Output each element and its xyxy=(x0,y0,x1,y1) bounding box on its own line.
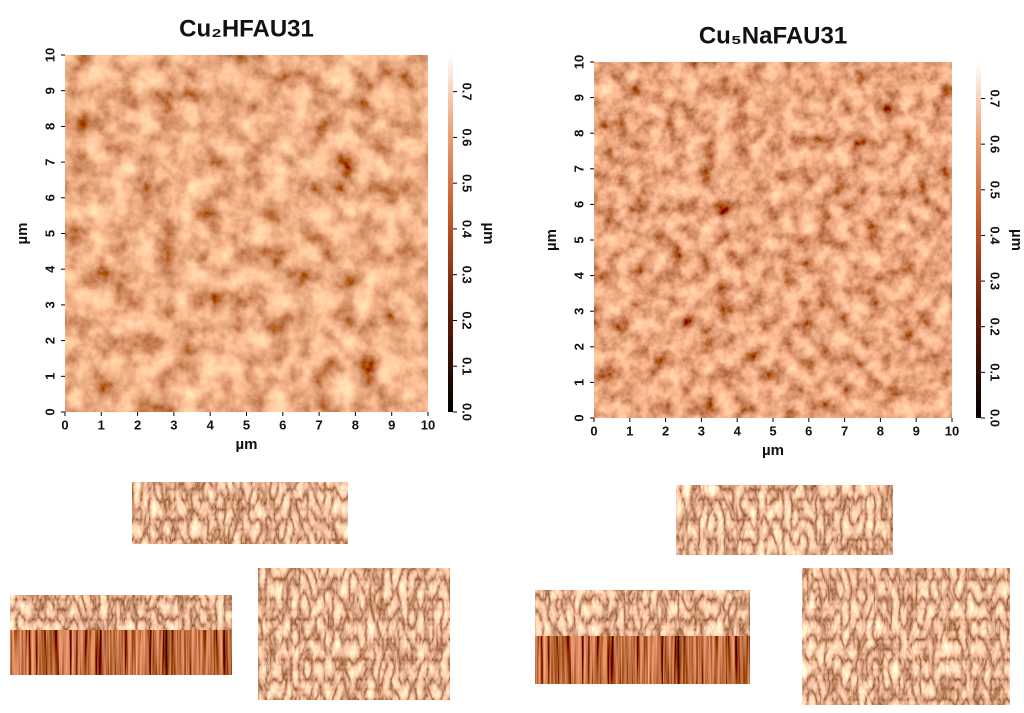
x-tick-label: 4 xyxy=(207,417,215,432)
colorbar-tick-label: 0.7 xyxy=(460,83,475,101)
y-tick-label: 7 xyxy=(571,165,586,172)
colorbar-tick-label: 0.7 xyxy=(988,89,1003,107)
y-tick-label: 4 xyxy=(571,271,586,279)
colorbar-tick-label: 0.3 xyxy=(460,266,475,284)
panel-title: Cu₅NaFAU31 xyxy=(699,22,847,49)
x-tick-label: 4 xyxy=(734,423,742,438)
y-tick-label: 2 xyxy=(571,343,586,350)
colorbar-tick-label: 0.0 xyxy=(460,403,475,421)
y-tick-label: 2 xyxy=(42,337,57,344)
panel-title: Cu₂HFAU31 xyxy=(179,15,314,42)
x-tick-label: 8 xyxy=(877,423,884,438)
colorbar xyxy=(976,62,981,418)
colorbar-tick-label: 0.3 xyxy=(988,272,1003,290)
y-tick-label: 8 xyxy=(571,130,586,137)
y-tick-label: 5 xyxy=(571,236,586,243)
colorbar-tick-label: 0.5 xyxy=(460,174,475,192)
colorbar-tick-label: 0.4 xyxy=(988,226,1003,245)
colorbar-tick-label: 0.5 xyxy=(988,181,1003,199)
render-3d xyxy=(132,482,348,544)
y-tick-label: 0 xyxy=(42,408,57,415)
y-tick-label: 6 xyxy=(42,194,57,201)
x-axis-label: µm xyxy=(762,442,784,459)
render-3d xyxy=(676,485,893,555)
x-tick-label: 7 xyxy=(315,417,322,432)
x-tick-label: 2 xyxy=(134,417,141,432)
y-axis-label: µm xyxy=(14,223,31,245)
y-tick-label: 3 xyxy=(571,308,586,315)
colorbar-label: µm xyxy=(480,223,497,245)
y-tick-label: 4 xyxy=(42,265,57,273)
x-tick-label: 9 xyxy=(388,417,395,432)
y-tick-label: 10 xyxy=(42,48,57,62)
colorbar-tick-label: 0.0 xyxy=(988,409,1003,427)
x-tick-label: 7 xyxy=(841,423,848,438)
y-axis-label: µm xyxy=(543,229,560,251)
colorbar-tick-label: 0.2 xyxy=(988,318,1003,336)
3d-renders xyxy=(10,482,1010,705)
x-tick-label: 1 xyxy=(98,417,105,432)
y-tick-label: 10 xyxy=(571,55,586,69)
x-tick-label: 8 xyxy=(352,417,359,432)
afm-image xyxy=(594,62,952,418)
y-tick-label: 7 xyxy=(42,158,57,165)
y-tick-label: 5 xyxy=(42,230,57,237)
x-tick-label: 3 xyxy=(698,423,705,438)
x-tick-label: 10 xyxy=(945,423,959,438)
colorbar-tick-label: 0.1 xyxy=(460,357,475,375)
x-tick-label: 5 xyxy=(769,423,776,438)
y-tick-label: 9 xyxy=(571,94,586,101)
y-tick-label: 1 xyxy=(571,379,586,386)
x-tick-label: 5 xyxy=(243,417,250,432)
y-tick-label: 6 xyxy=(571,201,586,208)
colorbar-tick-label: 0.4 xyxy=(460,220,475,239)
figure: Cu₂HFAU31012345678910µm012345678910µm0.0… xyxy=(0,0,1024,708)
render-3d xyxy=(802,568,1010,705)
x-tick-label: 10 xyxy=(421,417,435,432)
y-tick-label: 0 xyxy=(571,414,586,421)
colorbar-label: µm xyxy=(1008,229,1024,251)
y-tick-label: 3 xyxy=(42,301,57,308)
x-tick-label: 0 xyxy=(590,423,597,438)
colorbar-tick-label: 0.6 xyxy=(988,135,1003,153)
x-tick-label: 1 xyxy=(626,423,633,438)
x-axis-label: µm xyxy=(236,436,258,453)
afm-image xyxy=(65,55,428,412)
y-tick-label: 8 xyxy=(42,123,57,130)
colorbar-tick-label: 0.1 xyxy=(988,363,1003,381)
x-tick-label: 0 xyxy=(61,417,68,432)
colorbar-tick-label: 0.2 xyxy=(460,311,475,329)
x-tick-label: 2 xyxy=(662,423,669,438)
colorbar xyxy=(448,55,453,412)
render-3d xyxy=(258,568,450,700)
x-tick-label: 9 xyxy=(913,423,920,438)
y-tick-label: 1 xyxy=(42,373,57,380)
x-tick-label: 6 xyxy=(805,423,812,438)
y-tick-label: 9 xyxy=(42,87,57,94)
x-tick-label: 6 xyxy=(279,417,286,432)
colorbar-tick-label: 0.6 xyxy=(460,128,475,146)
x-tick-label: 3 xyxy=(170,417,177,432)
